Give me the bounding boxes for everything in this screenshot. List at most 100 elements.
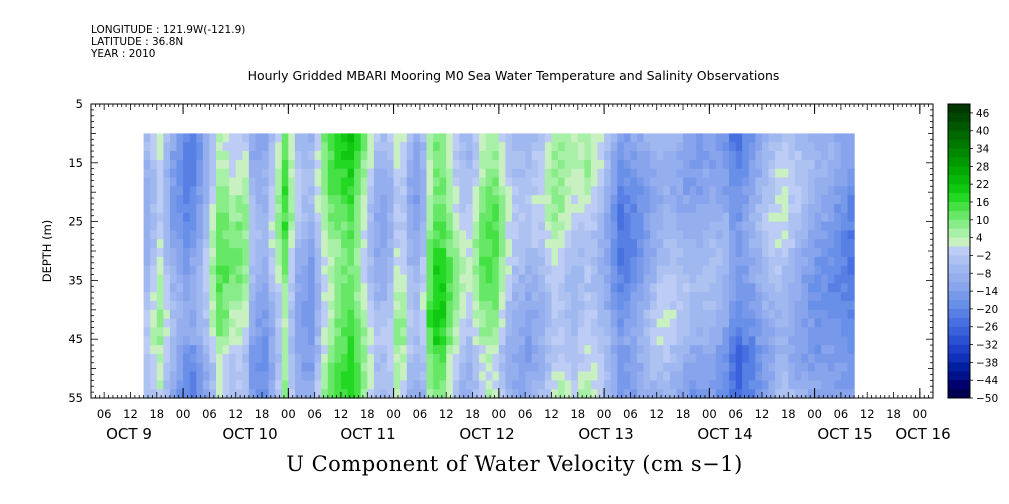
heatmap-cell bbox=[387, 186, 395, 196]
heatmap-cell bbox=[683, 186, 691, 196]
heatmap-cell bbox=[623, 159, 631, 170]
heatmap-cell bbox=[485, 309, 493, 320]
heatmap-cell bbox=[419, 353, 428, 364]
heatmap-cell bbox=[827, 318, 835, 328]
heatmap-cell bbox=[676, 336, 684, 346]
heatmap-cell bbox=[294, 389, 303, 399]
heatmap-cell bbox=[683, 230, 691, 240]
heatmap-cell bbox=[255, 327, 263, 337]
heatmap-cell bbox=[564, 195, 572, 205]
heatmap-cell bbox=[288, 336, 296, 346]
heatmap-cell bbox=[768, 239, 776, 249]
heatmap-cell bbox=[689, 195, 697, 205]
heatmap-cell bbox=[669, 151, 678, 161]
heatmap-cell bbox=[512, 283, 520, 293]
heatmap-cell bbox=[222, 380, 230, 390]
x-tick-label: 00 bbox=[807, 407, 822, 421]
heatmap-cell bbox=[275, 380, 283, 390]
heatmap-cell bbox=[663, 212, 671, 223]
heatmap-cell bbox=[406, 151, 414, 161]
heatmap-cell bbox=[584, 274, 592, 284]
heatmap-cell bbox=[308, 142, 316, 152]
heatmap-cell bbox=[268, 309, 276, 320]
heatmap-cell bbox=[768, 353, 776, 364]
heatmap-cell bbox=[584, 142, 592, 152]
heatmap-cell bbox=[538, 133, 546, 143]
heatmap-cell bbox=[498, 327, 506, 337]
heatmap-cell bbox=[775, 265, 783, 276]
heatmap-cell bbox=[472, 327, 480, 337]
heatmap-cell bbox=[715, 380, 724, 390]
heatmap-cell bbox=[452, 177, 460, 187]
heatmap-cell bbox=[466, 204, 474, 214]
heatmap-cell bbox=[669, 283, 678, 293]
heatmap-cell bbox=[762, 336, 770, 346]
heatmap-cell bbox=[294, 265, 303, 276]
heatmap-cell bbox=[406, 371, 414, 381]
heatmap-cell bbox=[702, 318, 710, 328]
heatmap-cell bbox=[840, 292, 849, 302]
x-tick-label: 00 bbox=[492, 407, 507, 421]
heatmap-cell bbox=[466, 221, 474, 231]
heatmap-cell bbox=[492, 389, 500, 399]
heatmap-cell bbox=[617, 239, 625, 249]
heatmap-cell bbox=[840, 371, 849, 381]
heatmap-cell bbox=[669, 142, 678, 152]
heatmap-cell bbox=[452, 362, 460, 373]
heatmap-cell bbox=[834, 133, 842, 143]
heatmap-cell bbox=[472, 336, 480, 346]
heatmap-cell bbox=[564, 239, 572, 249]
heatmap-cell bbox=[169, 389, 178, 399]
heatmap-cell bbox=[387, 301, 395, 311]
heatmap-cell bbox=[314, 292, 322, 302]
heatmap-cell bbox=[380, 345, 388, 355]
heatmap-cell bbox=[564, 309, 572, 320]
heatmap-cell bbox=[327, 230, 335, 240]
heatmap-cell bbox=[485, 301, 493, 311]
heatmap-cell bbox=[518, 318, 526, 328]
heatmap-cell bbox=[840, 221, 849, 231]
heatmap-cell bbox=[176, 336, 184, 346]
heatmap-cell bbox=[242, 292, 250, 302]
heatmap-cell bbox=[623, 151, 631, 161]
heatmap-cell bbox=[709, 336, 717, 346]
heatmap-cell bbox=[525, 292, 533, 302]
heatmap-cell bbox=[288, 301, 296, 311]
heatmap-cell bbox=[143, 309, 151, 320]
heatmap-cell bbox=[775, 133, 783, 143]
heatmap-cell bbox=[288, 248, 296, 258]
heatmap-cell bbox=[538, 389, 546, 399]
y-tick-label: 35 bbox=[68, 273, 83, 287]
heatmap-cell bbox=[683, 168, 691, 179]
heatmap-cell bbox=[544, 230, 553, 240]
heatmap-cell bbox=[827, 195, 835, 205]
heatmap-cell bbox=[584, 186, 592, 196]
heatmap-cell bbox=[663, 133, 671, 143]
heatmap-cell bbox=[604, 248, 612, 258]
heatmap-cell bbox=[617, 380, 625, 390]
heatmap-cell bbox=[419, 380, 428, 390]
heatmap-cell bbox=[327, 345, 335, 355]
heatmap-cell bbox=[518, 389, 526, 399]
heatmap-cell bbox=[400, 248, 408, 258]
heatmap-cell bbox=[176, 292, 184, 302]
heatmap-cell bbox=[472, 301, 480, 311]
heatmap-cell bbox=[367, 221, 375, 231]
heatmap-cell bbox=[202, 168, 210, 179]
heatmap-cell bbox=[840, 362, 849, 373]
heatmap-cell bbox=[577, 353, 585, 364]
heatmap-cell bbox=[196, 142, 204, 152]
heatmap-cell bbox=[584, 248, 592, 258]
heatmap-cell bbox=[176, 283, 184, 293]
heatmap-cell bbox=[623, 142, 631, 152]
heatmap-cell bbox=[452, 151, 460, 161]
heatmap-cell bbox=[821, 142, 829, 152]
heatmap-cell bbox=[275, 151, 283, 161]
heatmap-cell bbox=[255, 221, 263, 231]
heatmap-cell bbox=[380, 327, 388, 337]
heatmap-cell bbox=[459, 159, 467, 170]
heatmap-cell bbox=[676, 256, 684, 267]
heatmap-cell bbox=[209, 230, 217, 240]
heatmap-cell bbox=[183, 301, 191, 311]
heatmap-cell bbox=[630, 230, 638, 240]
